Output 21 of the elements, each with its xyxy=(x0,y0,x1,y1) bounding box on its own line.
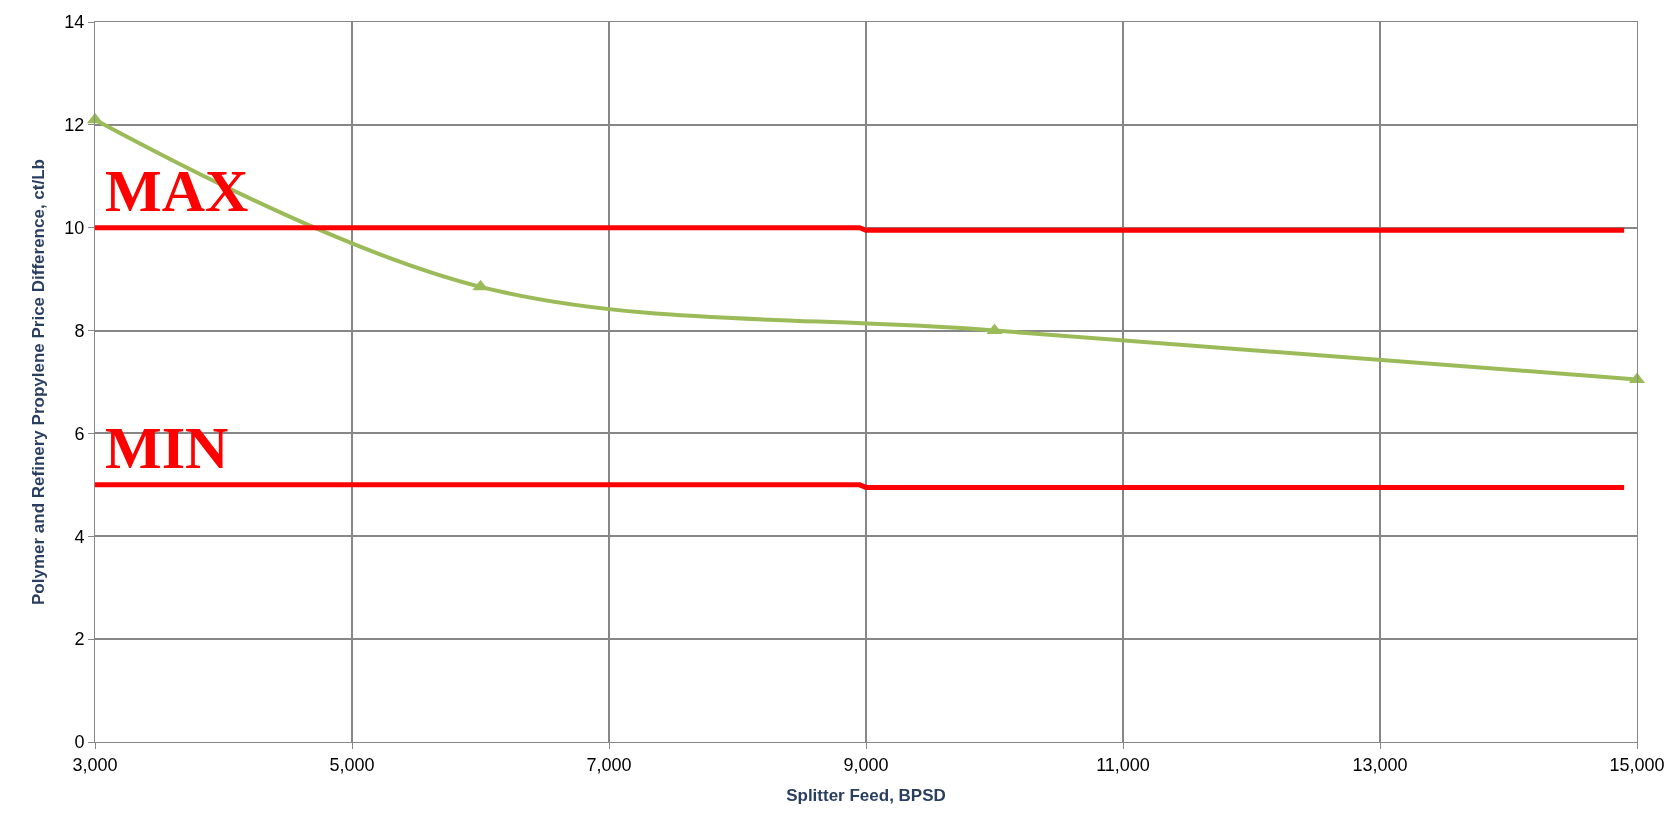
y-tick-label: 6 xyxy=(74,423,85,444)
y-tick-label: 0 xyxy=(74,732,85,753)
y-axis-title: Polymer and Refinery Propylene Price Difference, ct/Lb xyxy=(28,159,48,605)
x-tick-label: 5,000 xyxy=(329,754,375,775)
series-label: MAX xyxy=(105,158,249,224)
x-tick-label: 3,000 xyxy=(72,754,118,775)
series-label: MIN xyxy=(105,415,229,481)
x-tick-label: 13,000 xyxy=(1352,754,1408,775)
y-tick-label: 12 xyxy=(64,115,85,136)
y-tick-label: 4 xyxy=(74,526,85,547)
x-tick-label: 11,000 xyxy=(1096,754,1150,775)
x-axis-title: Splitter Feed, BPSD xyxy=(786,786,946,805)
y-tick-label: 10 xyxy=(64,218,85,239)
point xyxy=(472,279,489,291)
x-tick-label: 15,000 xyxy=(1609,754,1665,775)
y-tick-label: 2 xyxy=(74,629,85,650)
x-tick-label: 9,000 xyxy=(843,754,889,775)
y-tick-label: 8 xyxy=(74,320,85,341)
x-tick-label: 7,000 xyxy=(586,754,632,775)
y-tick-label: 14 xyxy=(64,12,85,33)
point xyxy=(986,323,1003,335)
